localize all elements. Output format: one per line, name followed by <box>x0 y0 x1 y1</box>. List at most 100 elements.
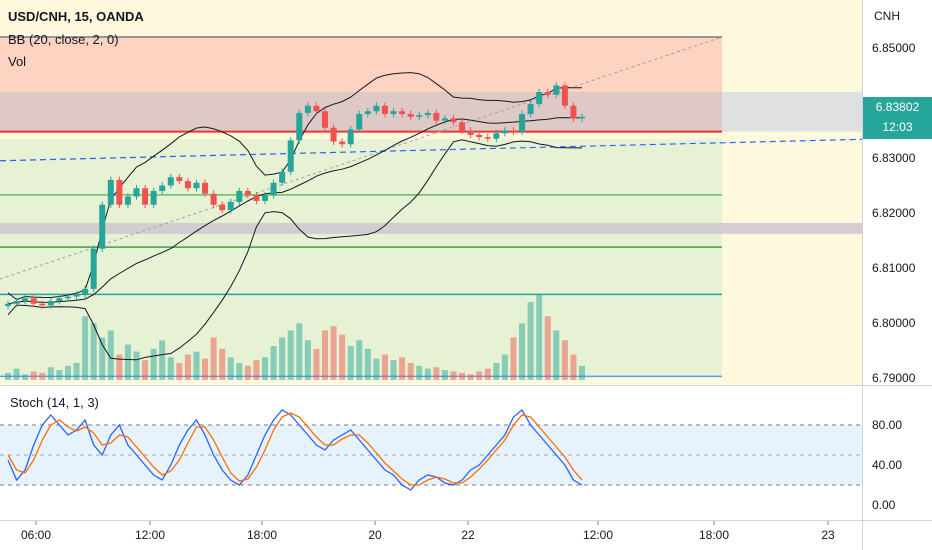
volume-bar <box>321 330 328 380</box>
time-tick-label: 18:00 <box>247 528 277 542</box>
candle-body <box>467 130 474 135</box>
time-tick-label: 12:00 <box>135 528 165 542</box>
symbol-title[interactable]: USD/CNH, 15, OANDA <box>8 9 144 24</box>
volume-bar <box>90 323 97 380</box>
volume-bar <box>527 302 534 380</box>
volume-bar <box>5 372 11 380</box>
candle-body <box>510 130 517 132</box>
volume-bar <box>227 357 234 380</box>
volume-bar <box>244 365 251 380</box>
candle-body <box>424 112 431 116</box>
candle-body <box>381 105 388 114</box>
bb-lower-band <box>7 139 582 361</box>
candle-body <box>236 191 243 202</box>
volume-bar <box>304 340 311 380</box>
candle-body <box>561 85 568 106</box>
price-tick-label: 6.85000 <box>872 41 916 55</box>
volume-bar <box>193 351 200 380</box>
candle-body <box>459 122 466 131</box>
zone-green-zone <box>0 139 722 377</box>
stoch-indicator-label[interactable]: Stoch (14, 1, 3) <box>10 395 99 410</box>
volume-bar <box>484 368 491 380</box>
volume-bar <box>330 326 337 380</box>
candle-body <box>133 188 140 197</box>
candle-body <box>116 180 123 205</box>
bar-countdown: 12:03 <box>882 120 913 134</box>
candle-body <box>150 191 157 205</box>
candle-body <box>416 115 423 117</box>
candle-body <box>142 188 149 205</box>
volume-bar <box>124 344 131 380</box>
candle-body <box>64 296 71 299</box>
volume-bar <box>107 330 114 380</box>
volume-bar <box>287 330 294 380</box>
volume-bar <box>501 354 508 380</box>
volume-bar <box>381 354 388 380</box>
candle-body <box>321 111 328 128</box>
time-tick-label: 18:00 <box>699 528 729 542</box>
volume-bar <box>142 360 149 380</box>
candle-body <box>184 181 191 189</box>
volume-bar <box>64 365 71 380</box>
candle-body <box>107 180 114 205</box>
volume-bar <box>579 365 585 380</box>
candle-body <box>313 105 320 112</box>
candle-body <box>5 303 11 306</box>
candle-body <box>553 85 560 95</box>
volume-bar <box>253 360 260 380</box>
volume-bar <box>150 348 157 380</box>
price-tick-label: 6.79000 <box>872 371 916 385</box>
volume-bars <box>5 295 585 380</box>
candle-body <box>407 114 414 117</box>
volume-bar <box>313 348 320 380</box>
volume-bar <box>159 340 166 380</box>
bb-indicator-label[interactable]: BB (20, close, 2, 0) <box>8 32 119 47</box>
volume-bar <box>339 334 346 380</box>
stoch-k-line <box>7 409 583 491</box>
candle-body <box>347 129 354 145</box>
candle-body <box>159 185 166 191</box>
volume-indicator-label[interactable]: Vol <box>8 54 27 69</box>
volume-bar <box>433 367 440 380</box>
price-tick-label: 6.80000 <box>872 316 916 330</box>
volume-bar <box>210 337 217 380</box>
candle-body <box>193 182 200 189</box>
volume-bar <box>279 337 286 380</box>
candle-body <box>124 196 131 205</box>
volume-bar <box>356 340 363 380</box>
stoch-tick-label: 80.00 <box>872 418 902 432</box>
volume-bar <box>399 357 406 380</box>
candle-body <box>433 112 440 121</box>
stoch-tick-label: 0.00 <box>872 498 896 512</box>
candle-body <box>296 112 303 141</box>
last-price-value: 6.83802 <box>875 100 920 114</box>
candle-body <box>47 301 54 306</box>
candle-body <box>544 92 551 95</box>
candle-body <box>476 134 483 138</box>
price-highlight-band <box>722 92 862 132</box>
time-tick-label: 22 <box>461 528 475 542</box>
candle-body <box>356 114 363 130</box>
volume-bar <box>56 370 63 380</box>
volume-bar <box>167 357 174 380</box>
trend-lines <box>0 36 863 280</box>
volume-bar <box>219 348 226 380</box>
price-tick-label: 6.82000 <box>872 206 916 220</box>
volume-bar <box>561 340 568 380</box>
candle-body <box>441 118 448 121</box>
candle-body <box>450 118 457 123</box>
candle-body <box>210 193 217 205</box>
trendline-dotted <box>0 36 723 280</box>
candle-body <box>56 298 63 301</box>
candle-body <box>279 171 286 183</box>
volume-bar <box>116 354 123 380</box>
volume-bar <box>476 371 483 380</box>
volume-bar <box>236 363 243 380</box>
candle-body <box>73 294 80 297</box>
volume-bar <box>133 351 140 380</box>
candle-body <box>399 111 406 114</box>
candle-body <box>176 177 183 182</box>
candle-body <box>570 105 577 119</box>
currency-label: CNH <box>874 9 900 23</box>
